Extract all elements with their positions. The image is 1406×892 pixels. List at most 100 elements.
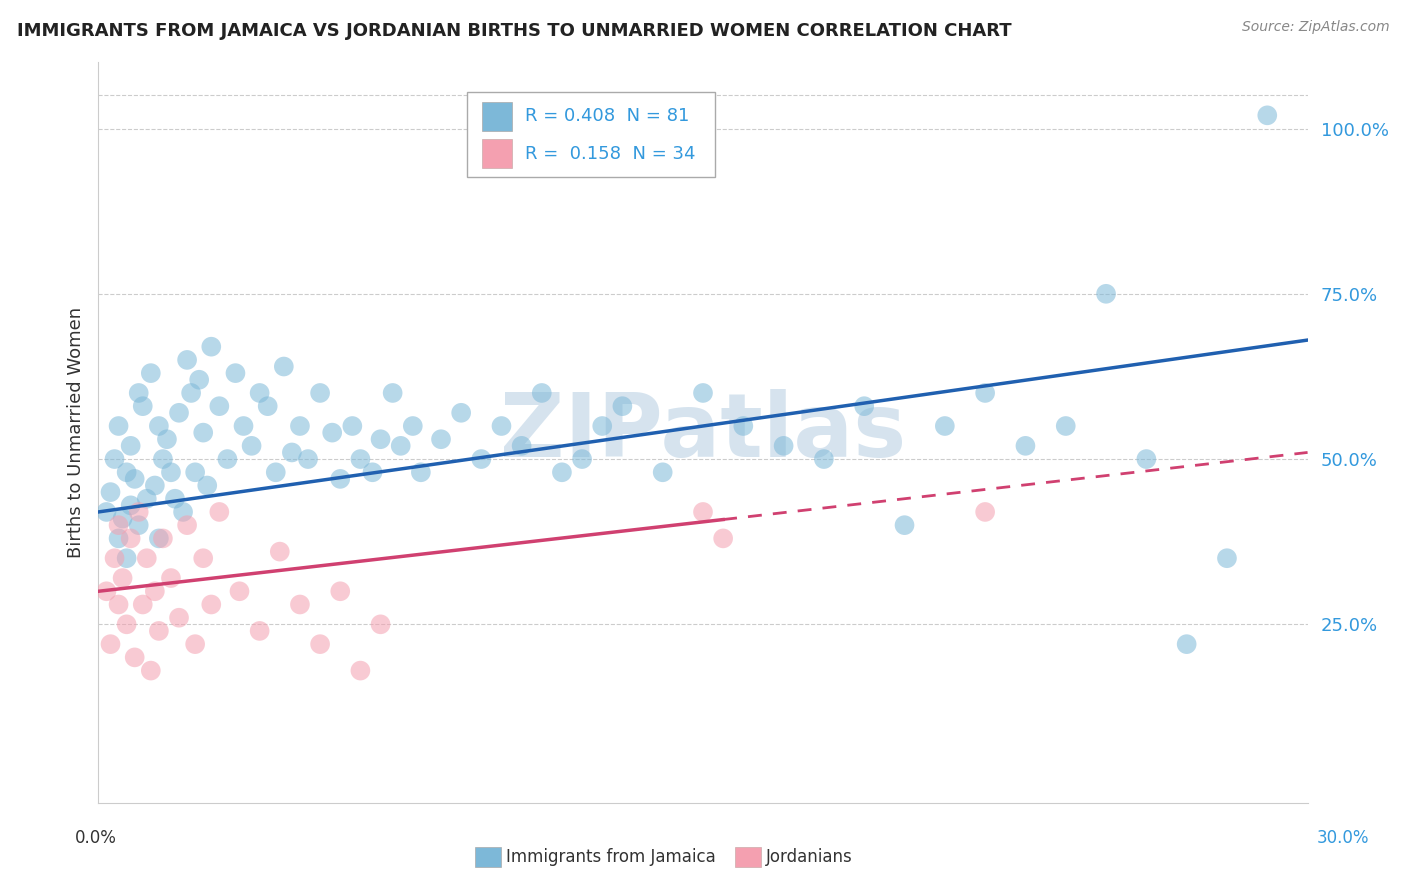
Point xyxy=(329,472,352,486)
Point xyxy=(281,445,304,459)
Point xyxy=(853,399,876,413)
Point xyxy=(176,352,198,367)
Point xyxy=(651,465,673,479)
Point xyxy=(120,532,142,546)
Point xyxy=(132,399,155,413)
Point xyxy=(184,637,207,651)
Point xyxy=(813,452,835,467)
Point xyxy=(195,478,218,492)
Bar xyxy=(482,102,512,131)
Point xyxy=(232,419,254,434)
Point xyxy=(160,465,183,479)
Point xyxy=(591,419,613,434)
Point xyxy=(450,406,472,420)
Point xyxy=(309,386,332,401)
Point xyxy=(135,551,157,566)
Point xyxy=(107,518,129,533)
Point xyxy=(107,419,129,434)
Point xyxy=(249,624,271,638)
Point xyxy=(1095,286,1118,301)
Point xyxy=(188,373,211,387)
Point xyxy=(361,465,384,479)
Point xyxy=(96,584,118,599)
Point xyxy=(143,478,166,492)
Point xyxy=(135,491,157,506)
Point xyxy=(612,399,634,413)
Point xyxy=(240,439,263,453)
Point xyxy=(152,532,174,546)
Point xyxy=(128,386,150,401)
Point xyxy=(120,439,142,453)
Point xyxy=(167,611,190,625)
Text: 30.0%: 30.0% xyxy=(1316,829,1369,847)
Point xyxy=(96,505,118,519)
Point xyxy=(148,532,170,546)
Point xyxy=(530,386,553,401)
Point xyxy=(100,637,122,651)
Point xyxy=(163,491,186,506)
Point xyxy=(264,465,287,479)
Point xyxy=(115,465,138,479)
Point xyxy=(107,532,129,546)
Point xyxy=(139,664,162,678)
Point xyxy=(893,518,915,533)
Point xyxy=(934,419,956,434)
Point xyxy=(208,399,231,413)
Point xyxy=(115,617,138,632)
Point xyxy=(733,419,755,434)
Point xyxy=(100,485,122,500)
Point xyxy=(711,532,734,546)
Point xyxy=(256,399,278,413)
Point xyxy=(148,624,170,638)
Text: IMMIGRANTS FROM JAMAICA VS JORDANIAN BIRTHS TO UNMARRIED WOMEN CORRELATION CHART: IMMIGRANTS FROM JAMAICA VS JORDANIAN BIR… xyxy=(17,22,1011,40)
Point xyxy=(288,419,311,434)
Point xyxy=(107,598,129,612)
Point xyxy=(200,340,222,354)
Point xyxy=(349,664,371,678)
Point xyxy=(329,584,352,599)
Point xyxy=(381,386,404,401)
Point xyxy=(1135,452,1157,467)
Point xyxy=(297,452,319,467)
Point xyxy=(1175,637,1198,651)
Point xyxy=(370,432,392,446)
Point xyxy=(193,551,215,566)
Point xyxy=(1014,439,1036,453)
Point xyxy=(288,598,311,612)
Bar xyxy=(482,138,512,169)
Point xyxy=(128,518,150,533)
Point xyxy=(309,637,332,651)
Point xyxy=(370,617,392,632)
Point xyxy=(124,650,146,665)
Point xyxy=(342,419,364,434)
Point xyxy=(692,386,714,401)
Point xyxy=(176,518,198,533)
Point xyxy=(128,505,150,519)
Point xyxy=(430,432,453,446)
Point xyxy=(692,505,714,519)
Point xyxy=(111,571,134,585)
Point xyxy=(200,598,222,612)
Point xyxy=(193,425,215,440)
Point xyxy=(974,386,997,401)
Point xyxy=(111,511,134,525)
Point xyxy=(321,425,343,440)
Point xyxy=(148,419,170,434)
Point xyxy=(172,505,194,519)
Point xyxy=(217,452,239,467)
Point xyxy=(228,584,250,599)
Point xyxy=(772,439,794,453)
Point xyxy=(115,551,138,566)
Text: Immigrants from Jamaica: Immigrants from Jamaica xyxy=(506,848,716,866)
Point xyxy=(208,505,231,519)
Point xyxy=(1256,108,1278,122)
Text: ZIPatlas: ZIPatlas xyxy=(501,389,905,476)
Text: 0.0%: 0.0% xyxy=(75,829,117,847)
Point xyxy=(143,584,166,599)
Point xyxy=(974,505,997,519)
Point xyxy=(103,551,125,566)
Text: Source: ZipAtlas.com: Source: ZipAtlas.com xyxy=(1241,20,1389,34)
Point xyxy=(103,452,125,467)
Point xyxy=(249,386,271,401)
Point xyxy=(571,452,593,467)
